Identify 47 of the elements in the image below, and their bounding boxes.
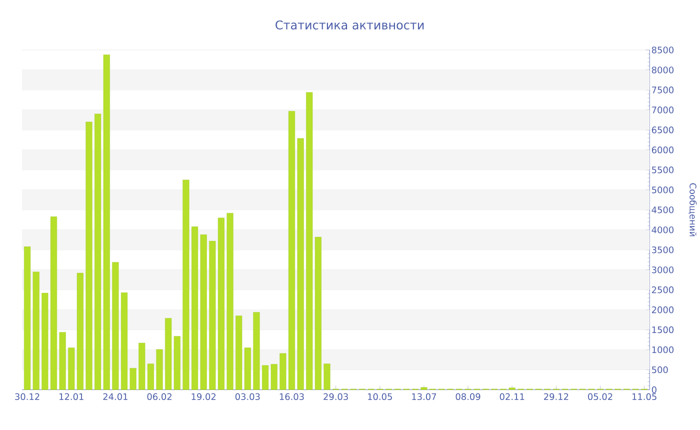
y-tick-label: 3000: [652, 266, 674, 274]
bar: [156, 349, 163, 390]
x-tick-label: 06.02: [147, 393, 172, 400]
chart-title: Статистика активности: [276, 20, 424, 30]
y-tick-label: 2000: [652, 306, 674, 314]
x-tick-label: 29.12: [544, 393, 568, 400]
bar: [324, 364, 330, 390]
bar: [253, 312, 260, 390]
x-tick-label: 30.12: [15, 393, 40, 400]
y-tick-label: 2500: [652, 286, 674, 294]
y-tick-label: 7500: [652, 86, 674, 94]
x-tick-label: 24.01: [103, 393, 128, 400]
bar: [420, 387, 428, 390]
bar: [226, 213, 234, 390]
y-tick-label: 4000: [652, 226, 674, 234]
bar: [297, 138, 304, 390]
bar: [120, 292, 128, 390]
y-tick-label: 6500: [652, 126, 674, 134]
bar: [182, 180, 190, 390]
y-tick-label: 0: [652, 386, 656, 394]
x-tick-label: 13.07: [412, 393, 436, 400]
y-tick-label: 8500: [652, 46, 674, 54]
x-tick-label: 29.03: [324, 393, 348, 400]
bar: [59, 332, 66, 390]
y-tick-label: 5000: [652, 186, 674, 194]
x-tick-label: 08.09: [456, 393, 480, 400]
bar: [130, 368, 136, 390]
x-tick-label: 02.11: [500, 393, 524, 400]
bar: [112, 262, 119, 390]
y-tick-label: 1000: [652, 346, 674, 354]
y-tick-label: 7000: [652, 106, 674, 114]
y-tick-label: 5500: [652, 166, 674, 174]
x-tick-label: 16.03: [280, 393, 304, 400]
y-tick-label: 6000: [652, 146, 674, 154]
y-tick-label: 3500: [652, 246, 674, 254]
y-tick-label: 8000: [652, 66, 674, 74]
x-tick-label: 11.05: [632, 393, 656, 400]
y-tick-label: 4500: [652, 206, 674, 214]
y-axis-title: Сообщений: [688, 183, 697, 236]
x-tick-label: 19.02: [192, 393, 216, 400]
x-tick-label: 03.03: [235, 393, 260, 400]
x-tick-label: 10.05: [368, 393, 392, 400]
y-tick-label: 500: [652, 366, 668, 374]
x-tick-label: 05.02: [588, 393, 612, 400]
y-tick-label: 1500: [652, 326, 674, 334]
bar: [86, 122, 92, 390]
x-tick-label: 12.01: [60, 393, 84, 400]
